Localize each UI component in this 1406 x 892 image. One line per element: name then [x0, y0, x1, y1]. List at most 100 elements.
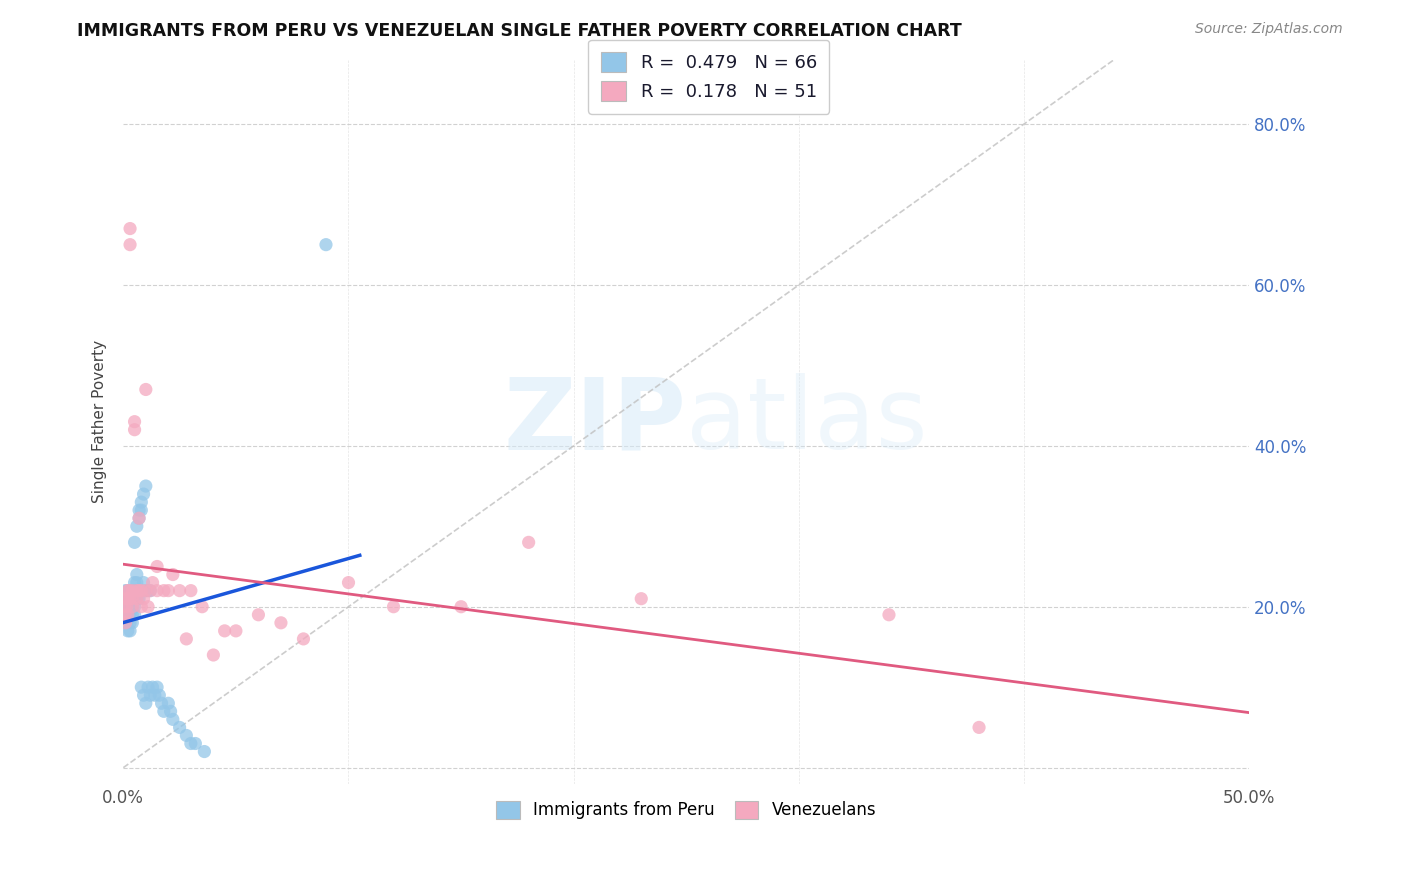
Point — [450, 599, 472, 614]
Point — [120, 607, 142, 622]
Point — [124, 575, 146, 590]
Text: IMMIGRANTS FROM PERU VS VENEZUELAN SINGLE FATHER POVERTY CORRELATION CHART: IMMIGRANTS FROM PERU VS VENEZUELAN SINGL… — [77, 22, 962, 40]
Point — [214, 624, 236, 638]
Point — [135, 383, 157, 397]
Point — [139, 583, 162, 598]
Point — [125, 583, 148, 598]
Point — [120, 237, 142, 252]
Point — [118, 583, 141, 598]
Point — [176, 632, 198, 646]
Point — [146, 680, 169, 694]
Point — [382, 599, 405, 614]
Point — [124, 607, 146, 622]
Point — [117, 599, 139, 614]
Point — [125, 567, 148, 582]
Point — [169, 720, 191, 734]
Point — [120, 591, 142, 606]
Point — [139, 688, 162, 702]
Point — [162, 712, 184, 726]
Point — [117, 607, 139, 622]
Point — [169, 583, 191, 598]
Point — [180, 737, 202, 751]
Point — [128, 503, 150, 517]
Point — [131, 503, 153, 517]
Point — [125, 519, 148, 533]
Point — [124, 423, 146, 437]
Point — [125, 591, 148, 606]
Point — [117, 591, 139, 606]
Text: atlas: atlas — [686, 373, 928, 470]
Point — [135, 696, 157, 710]
Point — [132, 575, 155, 590]
Point — [630, 591, 652, 606]
Point — [115, 599, 138, 614]
Point — [114, 599, 136, 614]
Point — [120, 591, 142, 606]
Point — [135, 583, 157, 598]
Point — [120, 221, 142, 235]
Point — [117, 607, 139, 622]
Point — [121, 615, 143, 630]
Point — [143, 688, 166, 702]
Point — [315, 237, 337, 252]
Point — [121, 591, 143, 606]
Point — [121, 591, 143, 606]
Y-axis label: Single Father Poverty: Single Father Poverty — [93, 340, 107, 503]
Point — [131, 599, 153, 614]
Text: Source: ZipAtlas.com: Source: ZipAtlas.com — [1195, 22, 1343, 37]
Point — [153, 704, 176, 718]
Point — [146, 559, 169, 574]
Point — [125, 591, 148, 606]
Point — [114, 615, 136, 630]
Point — [124, 599, 146, 614]
Point — [120, 599, 142, 614]
Point — [517, 535, 540, 549]
Point — [114, 607, 136, 622]
Point — [159, 704, 181, 718]
Point — [292, 632, 315, 646]
Point — [128, 583, 150, 598]
Point — [128, 583, 150, 598]
Point — [117, 583, 139, 598]
Point — [146, 583, 169, 598]
Point — [132, 688, 155, 702]
Point — [115, 591, 138, 606]
Point — [157, 583, 180, 598]
Point — [118, 591, 141, 606]
Point — [128, 591, 150, 606]
Point — [131, 495, 153, 509]
Point — [135, 479, 157, 493]
Point — [132, 487, 155, 501]
Point — [124, 591, 146, 606]
Text: ZIP: ZIP — [503, 373, 686, 470]
Point — [202, 648, 225, 662]
Point — [120, 615, 142, 630]
Point — [136, 599, 159, 614]
Point — [114, 583, 136, 598]
Point — [131, 583, 153, 598]
Point — [115, 615, 138, 630]
Point — [121, 583, 143, 598]
Point — [191, 599, 214, 614]
Point — [193, 745, 215, 759]
Point — [136, 680, 159, 694]
Point — [120, 583, 142, 598]
Point — [121, 583, 143, 598]
Point — [176, 729, 198, 743]
Point — [125, 575, 148, 590]
Point — [117, 624, 139, 638]
Point — [124, 535, 146, 549]
Point — [114, 607, 136, 622]
Point — [247, 607, 270, 622]
Point — [142, 680, 165, 694]
Point — [131, 680, 153, 694]
Point — [142, 575, 165, 590]
Point — [337, 575, 360, 590]
Point — [135, 583, 157, 598]
Point — [157, 696, 180, 710]
Point — [225, 624, 247, 638]
Point — [121, 599, 143, 614]
Point — [131, 583, 153, 598]
Point — [180, 583, 202, 598]
Point — [270, 615, 292, 630]
